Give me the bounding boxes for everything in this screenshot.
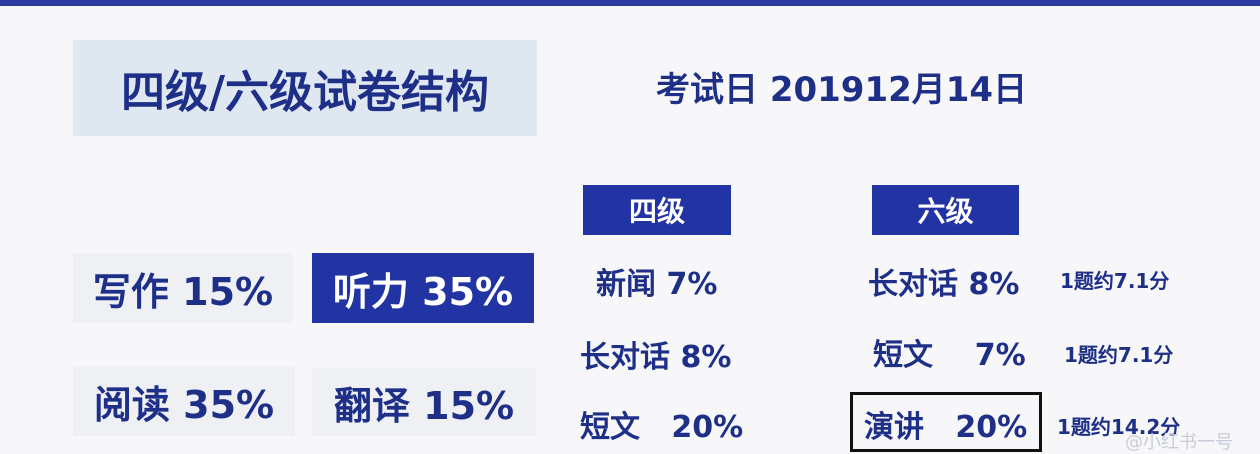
page-title: 四级/六级试卷结构 <box>73 40 537 136</box>
section-translation: 翻译 15% <box>312 368 536 436</box>
cet4-item-news: 新闻 7% <box>596 267 718 302</box>
exam-date: 考试日 201912月14日 <box>656 70 1028 110</box>
cet6-header: 六级 <box>872 185 1019 235</box>
cet6-note-3: 1题约14.2分 <box>1057 415 1181 439</box>
cet6-item-long-conversation: 长对话 8% <box>868 267 1020 302</box>
cet6-item-passage: 短文 7% <box>873 338 1026 373</box>
section-writing: 写作 15% <box>73 253 293 323</box>
top-accent-bar <box>0 0 1260 6</box>
cet6-note-1: 1题约7.1分 <box>1060 269 1170 293</box>
cet4-header: 四级 <box>583 185 731 235</box>
cet4-item-passage: 短文 20% <box>580 410 744 445</box>
section-listening: 听力 35% <box>312 253 534 323</box>
cet4-item-long-conversation: 长对话 8% <box>580 340 732 375</box>
cet6-note-2: 1题约7.1分 <box>1064 343 1174 367</box>
watermark: @小红书一号 <box>1125 432 1233 453</box>
section-reading: 阅读 35% <box>73 366 295 436</box>
cet6-item-lecture: 演讲 20% <box>864 410 1028 445</box>
